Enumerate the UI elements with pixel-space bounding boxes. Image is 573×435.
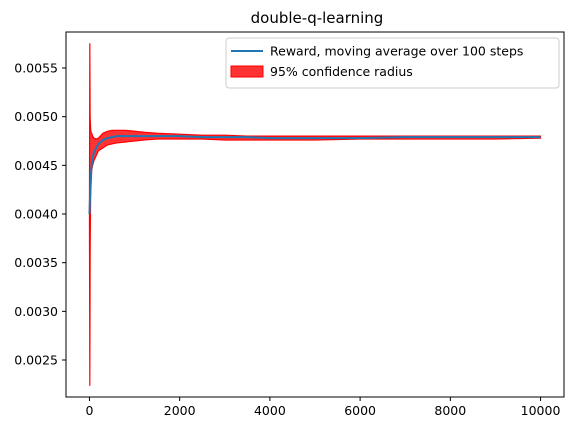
x-tick-label: 4000 [254,403,286,418]
x-tick-label: 10000 [521,403,561,418]
x-tick-label: 0 [85,403,93,418]
legend-swatch-band [230,65,264,78]
y-tick-label: 0.0050 [14,109,58,124]
legend-label-reward: Reward, moving average over 100 steps [270,44,523,59]
legend: Reward, moving average over 100 steps 95%… [225,37,560,89]
x-tick-label: 8000 [434,403,466,418]
reward-moving-average-line [88,135,541,215]
plot-area [88,43,542,386]
y-tick-label: 0.0025 [14,353,58,368]
x-tick-label: 2000 [164,403,196,418]
y-tick-label: 0.0030 [14,304,58,319]
y-tick-label: 0.0045 [14,158,58,173]
legend-label-confidence: 95% confidence radius [270,64,413,79]
y-tick-label: 0.0040 [14,207,58,222]
x-tick-label: 6000 [344,403,376,418]
chart-title: double-q-learning [251,9,384,27]
axes: 0 2000 4000 6000 8000 10000 0.0025 0.0030 0.0035… [14,31,565,418]
y-tick-label: 0.0035 [14,255,58,270]
y-tick-label: 0.0055 [14,61,58,76]
legend-box [225,37,560,89]
